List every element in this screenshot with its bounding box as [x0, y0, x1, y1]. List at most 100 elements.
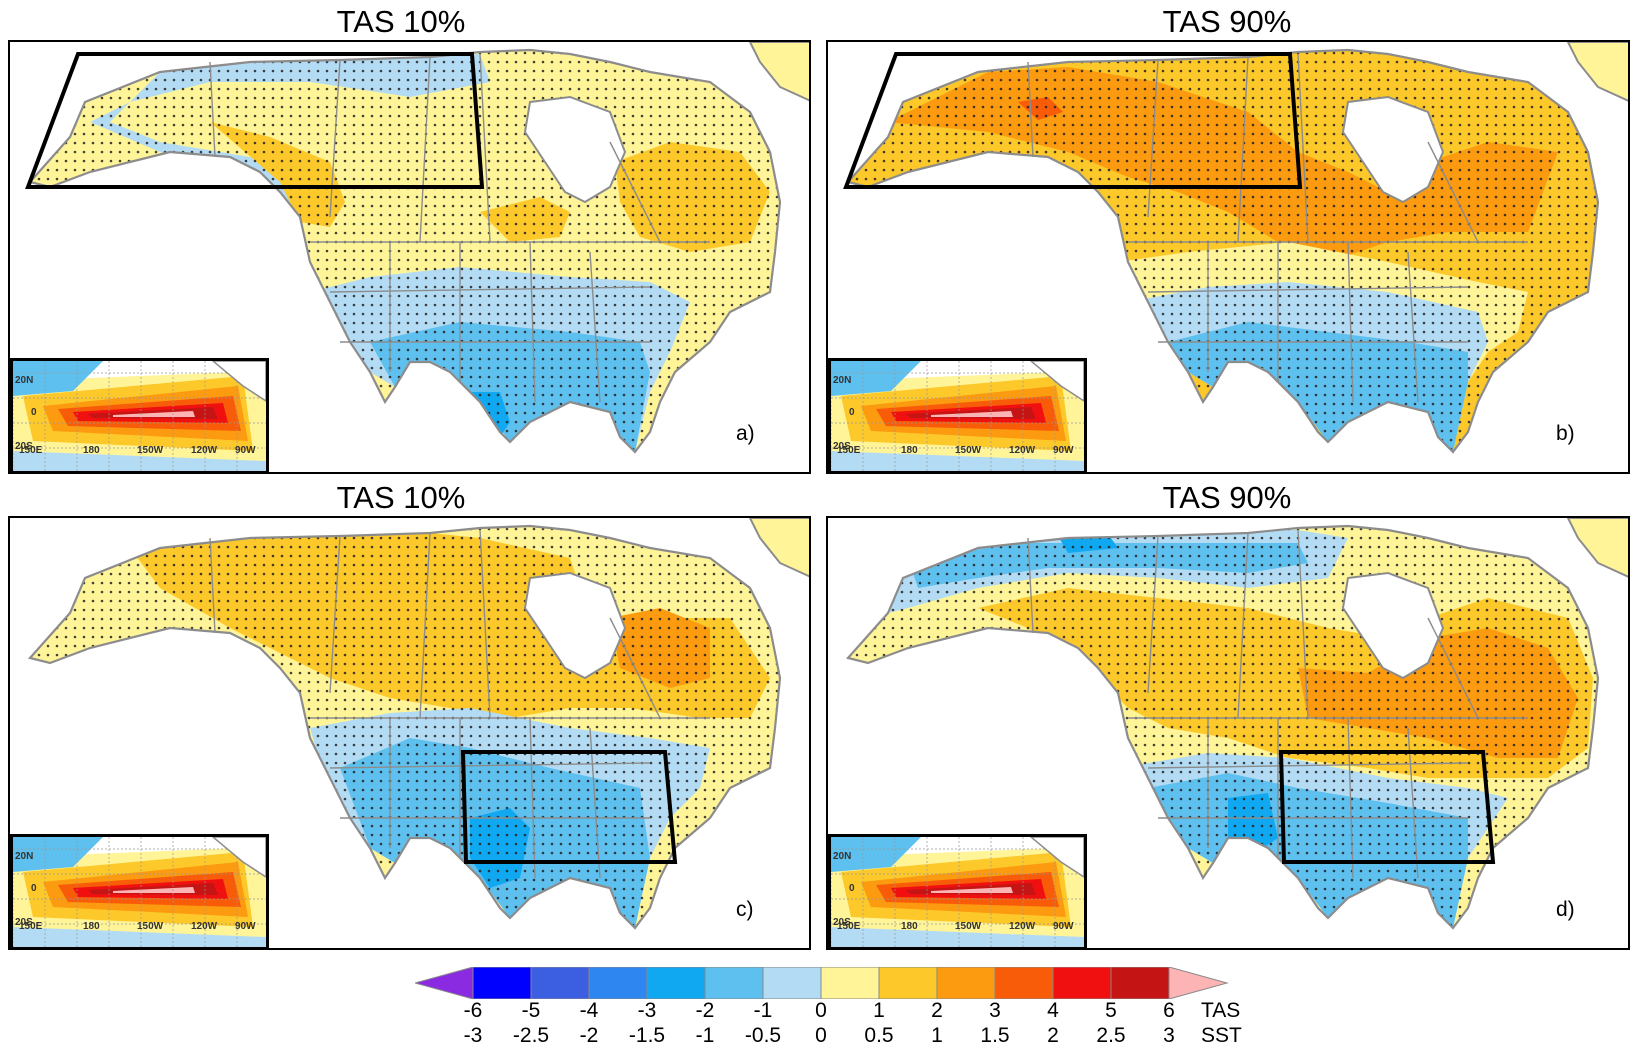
panel-a-title: TAS 10% — [336, 4, 466, 39]
map-panel-d: 20N 0 20S 150E 180 150W 120W 90W d) — [826, 516, 1630, 950]
border-line-a-5 — [329, 286, 651, 293]
inset-label-lat_south: 20S — [15, 917, 33, 928]
colorbar-sst-label-11: 2.5 — [1096, 1024, 1126, 1047]
border-line-a-3 — [419, 56, 431, 243]
inset-label-lat_zero: 0 — [31, 883, 37, 894]
inset-label-lon1: 150E — [837, 445, 861, 456]
inset-label-lon5: 90W — [235, 445, 256, 456]
panel-letter-b: b) — [1556, 422, 1575, 445]
colorbar-cell-8 — [878, 967, 938, 999]
colorbar-tas-label-0: -6 — [463, 999, 483, 1022]
border-line-c-4 — [479, 529, 491, 719]
colorbar-cell-0 — [415, 967, 474, 999]
colorbar-cell-6 — [762, 967, 822, 999]
averaging-box-b — [843, 52, 1303, 189]
border-line-b-4 — [1297, 53, 1309, 243]
map-svg-d — [845, 518, 1628, 930]
map-panel-a: 20N 0 20S 150E 180 150W 120W 90W a) — [8, 40, 811, 474]
inset-label-lat_north: 20N — [833, 375, 852, 386]
inset-label-lon1: 150E — [19, 445, 43, 456]
inset-label-lon1: 150E — [19, 921, 43, 932]
colorbar — [415, 967, 1229, 999]
border-line-c-1 — [209, 537, 216, 634]
border-line-a-9 — [589, 251, 601, 403]
inset-label-lat_south: 20S — [833, 917, 851, 928]
colorbar-sst-label-7: 0.5 — [864, 1024, 894, 1047]
colorbar-sst-label-2: -2 — [579, 1024, 599, 1047]
border-line-b-11 — [1427, 141, 1479, 243]
border-line-a-2 — [329, 59, 341, 218]
colorbar-sst-label-6: 0 — [815, 1024, 827, 1047]
averaging-box-a — [25, 52, 485, 189]
border-line-b-2 — [1147, 59, 1159, 218]
inset-label-lon4: 120W — [1009, 445, 1036, 456]
inset-label-lat_south: 20S — [15, 441, 33, 452]
colorbar-tas-label-1: -5 — [521, 999, 541, 1022]
colorbar-tas-label-5: -1 — [753, 999, 773, 1022]
inset-label-lon3: 150W — [137, 445, 164, 456]
colorbar-tas-label-7: 1 — [873, 999, 885, 1022]
inset-label-lon2: 180 — [83, 921, 100, 932]
inset-label-lon4: 120W — [191, 921, 218, 932]
inset-label-lon3: 150W — [137, 921, 164, 932]
colorbar-tas-label-8: 2 — [931, 999, 943, 1022]
border-line-b-3 — [1237, 56, 1249, 243]
colorbar-cell-9 — [936, 967, 996, 999]
colorbar-tas-label-3: -3 — [637, 999, 657, 1022]
inset-band-b-8 — [831, 451, 1084, 471]
colorbar-tas-label-4: -2 — [695, 999, 715, 1022]
inset-label-lat_north: 20N — [15, 375, 34, 386]
colorbar-cell-7 — [820, 967, 880, 999]
colorbar-cell-5 — [704, 967, 764, 999]
border-line-d-11 — [1427, 617, 1479, 719]
border-line-c-5 — [329, 762, 651, 769]
colorbar-sst-label-0: -3 — [463, 1024, 483, 1047]
inset-band-a-6 — [113, 411, 195, 417]
inset-label-lat_south: 20S — [833, 441, 851, 452]
averaging-box-d — [1278, 750, 1496, 864]
inset-band-c-6 — [113, 887, 195, 893]
colorbar-tas-name: TAS — [1201, 999, 1241, 1022]
panel-letter-c: c) — [736, 898, 754, 921]
inset-label-lon4: 120W — [191, 445, 218, 456]
inset-band-d-6 — [931, 887, 1013, 893]
colorbar-cell-1 — [472, 967, 532, 999]
colorbar-tas-label-11: 5 — [1105, 999, 1117, 1022]
map-panel-b: 20N 0 20S 150E 180 150W 120W 90W b) — [826, 40, 1630, 474]
colorbar-sst-label-4: -1 — [695, 1024, 715, 1047]
colorbar-tas-label-2: -4 — [579, 999, 599, 1022]
panel-d-title: TAS 90% — [1162, 480, 1292, 515]
sst-inset-b: 20N 0 20S 150E 180 150W 120W 90W — [828, 358, 1087, 472]
inset-label-lon4: 120W — [1009, 921, 1036, 932]
colorbar-cell-10 — [994, 967, 1054, 999]
colorbar-tas-label-12: 6 — [1163, 999, 1175, 1022]
border-line-a-11 — [609, 141, 661, 243]
border-line-c-11 — [609, 617, 661, 719]
inset-band-c-7 — [13, 837, 103, 872]
border-line-b-9 — [1407, 251, 1419, 403]
colorbar-tas-label-10: 4 — [1047, 999, 1059, 1022]
map-svg-c — [27, 518, 809, 930]
border-line-b-8 — [1347, 241, 1354, 403]
inset-label-lon5: 90W — [235, 921, 256, 932]
sst-inset-a: 20N 0 20S 150E 180 150W 120W 90W — [10, 358, 269, 472]
map-svg-b — [843, 42, 1628, 454]
colorbar-sst-label-3: -1.5 — [628, 1024, 666, 1047]
border-line-d-2 — [1147, 535, 1159, 694]
inset-band-d-8 — [831, 927, 1084, 947]
colorbar-cell-13 — [1168, 967, 1229, 999]
panel-b-title: TAS 90% — [1162, 4, 1292, 39]
colorbar-sst-label-5: -0.5 — [744, 1024, 782, 1047]
inset-label-lat_north: 20N — [15, 851, 34, 862]
inset-label-lon3: 150W — [955, 445, 982, 456]
panel-letter-d: d) — [1556, 898, 1575, 921]
colorbar-sst-label-10: 2 — [1047, 1024, 1059, 1047]
inset-label-lon3: 150W — [955, 921, 982, 932]
border-line-b-1 — [1027, 61, 1034, 158]
colorbar-sst-label-1: -2.5 — [512, 1024, 550, 1047]
border-line-d-3 — [1237, 532, 1249, 719]
colorbar-sst-label-12: 3 — [1163, 1024, 1175, 1047]
colorbar-cell-2 — [530, 967, 590, 999]
inset-label-lon1: 150E — [837, 921, 861, 932]
colorbar-sst-label-8: 1 — [931, 1024, 943, 1047]
